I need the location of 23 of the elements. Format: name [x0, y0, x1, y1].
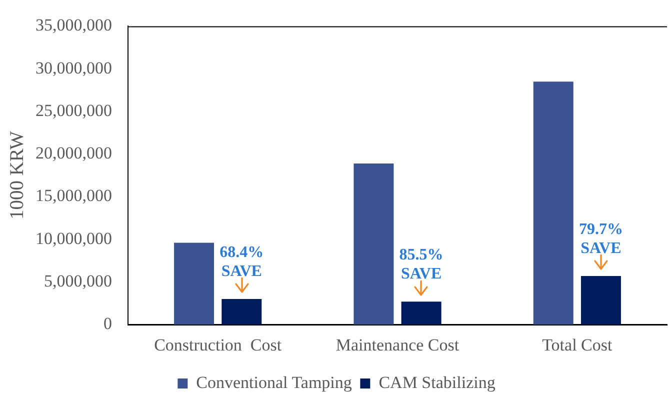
- annotation: 68.4% SAVE: [220, 244, 264, 280]
- x-tick-label: Total Cost: [542, 335, 612, 354]
- y-tick-label: 15,000,000: [36, 186, 112, 206]
- y-axis-title: 1000 KRW: [6, 130, 28, 220]
- legend-label: Conventional Tamping: [196, 372, 352, 392]
- x-tick-label: Construction Cost: [154, 335, 282, 354]
- annotation: 79.7% SAVE: [578, 221, 623, 258]
- y-tick-label: 20,000,000: [36, 144, 112, 163]
- y-tick-label: 35,000,000: [36, 16, 112, 35]
- bar: [401, 302, 442, 325]
- bar: [580, 276, 621, 325]
- legend-label: CAM Stabilizing: [378, 372, 496, 392]
- bar: [222, 299, 262, 325]
- y-tick-label: 5,000,000: [44, 271, 112, 290]
- annotation: 85.5% SAVE: [399, 246, 444, 283]
- y-tick-label: 30,000,000: [36, 58, 112, 78]
- x-tick-label: Maintenance Cost: [336, 335, 460, 354]
- bar: [354, 163, 394, 325]
- y-tick-label: 25,000,000: [36, 100, 112, 120]
- bar: [174, 242, 214, 325]
- y-tick-label: 10,000,000: [36, 228, 112, 248]
- bar: [533, 82, 574, 325]
- y-tick-label: 0: [104, 314, 112, 334]
